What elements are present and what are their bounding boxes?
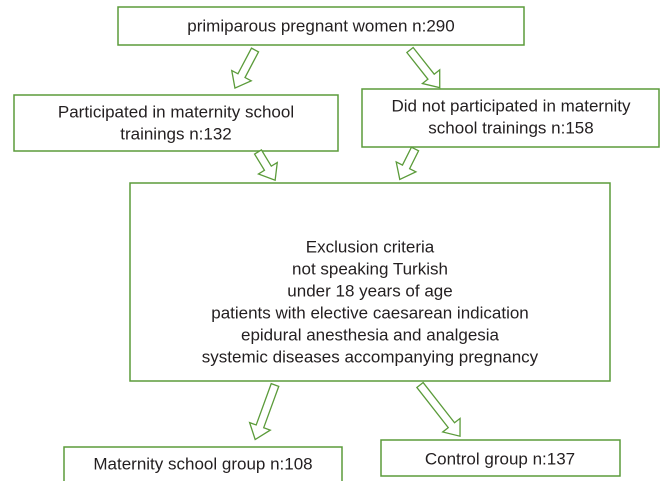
arrow bbox=[405, 46, 441, 89]
node-text: Control group n:137 bbox=[425, 449, 575, 468]
node-text: trainings n:132 bbox=[120, 124, 232, 143]
box-control-group bbox=[380, 439, 621, 477]
node-text: Exclusion criteria bbox=[306, 237, 435, 256]
node-text: Participated in maternity school bbox=[58, 102, 294, 121]
node-text: school trainings n:158 bbox=[428, 118, 593, 137]
node-text: patients with elective caesarean indicat… bbox=[211, 303, 529, 322]
node-text: Maternity school group n:108 bbox=[93, 454, 312, 473]
node-text: epidural anesthesia and analgesia bbox=[241, 325, 500, 344]
arrow bbox=[248, 382, 280, 441]
node-text: systemic diseases accompanying pregnancy bbox=[202, 347, 539, 366]
node-text: primiparous pregnant women n:290 bbox=[187, 16, 454, 35]
arrow bbox=[395, 146, 420, 181]
box-not-participated bbox=[361, 88, 660, 148]
box-maternity-group bbox=[63, 446, 343, 481]
box-total bbox=[117, 6, 525, 46]
box-exclusion bbox=[129, 182, 611, 382]
node-text: under 18 years of age bbox=[287, 281, 452, 300]
box-participated bbox=[13, 94, 339, 152]
node-text: Did not participated in maternity bbox=[391, 96, 631, 115]
arrow bbox=[253, 149, 279, 182]
node-text: not speaking Turkish bbox=[292, 259, 448, 278]
arrow bbox=[230, 47, 260, 89]
arrow bbox=[415, 381, 461, 438]
